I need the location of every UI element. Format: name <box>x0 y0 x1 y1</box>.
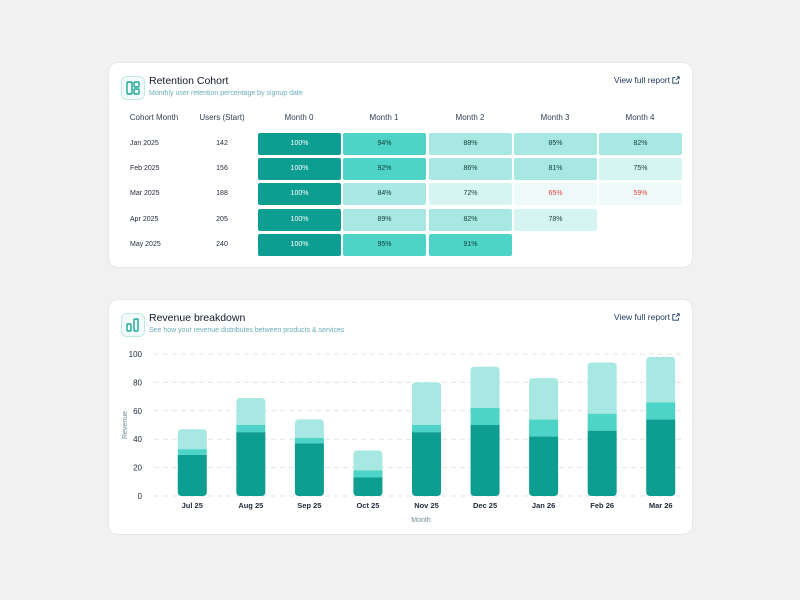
bar-chart-icon <box>121 313 145 337</box>
bar-segment-top <box>412 382 441 425</box>
cohort-month-label: Apr 2025 <box>130 216 159 223</box>
x-tick-label: Mar 26 <box>649 501 673 510</box>
retention-cell: 59% <box>599 183 682 205</box>
retention-cell: 65% <box>514 183 597 205</box>
cohort-header-6: Month 4 <box>625 113 655 122</box>
x-tick-label: Aug 25 <box>238 501 263 510</box>
bar-segment-top <box>236 398 266 425</box>
revenue-breakdown-card: Revenue breakdown See how your revenue d… <box>108 299 693 535</box>
cohort-header-4: Month 2 <box>455 113 485 122</box>
bar-segment-middle <box>412 425 441 433</box>
revenue-view-report-link[interactable]: View full report <box>614 312 680 322</box>
bar-segment-top <box>177 429 207 450</box>
cohort-users-value: 240 <box>216 241 228 248</box>
cohort-month-label: Jan 2025 <box>130 140 159 147</box>
cohort-month-label: May 2025 <box>130 241 161 248</box>
retention-cell: 89% <box>343 209 426 231</box>
bar-segment-middle <box>294 437 324 444</box>
bar-segment-base <box>177 454 207 496</box>
cohort-month-label: Feb 2025 <box>130 165 160 172</box>
bar-segment-top <box>529 378 559 420</box>
retention-cell: 95% <box>343 234 426 256</box>
retention-title: Retention Cohort <box>149 75 229 87</box>
bar-segment-middle <box>587 413 617 431</box>
cohort-month-label: Mar 2025 <box>130 190 160 197</box>
retention-cohort-card: Retention Cohort Monthly user retention … <box>108 62 693 268</box>
revenue-chart: 0 20 40 60 80 100 Revenue Month Jul 25 Aug 25 Sep … <box>122 350 681 524</box>
y-tick-label: 60 <box>133 407 142 416</box>
x-tick-label: Dec 25 <box>473 501 497 510</box>
bar-segment-middle <box>177 449 207 455</box>
retention-cell: 81% <box>514 158 597 180</box>
bar-segment-middle <box>646 402 676 420</box>
retention-cell: 78% <box>514 209 597 231</box>
bar-segment-top <box>294 419 324 438</box>
retention-cell: 100% <box>258 133 341 155</box>
retention-cell: 100% <box>258 234 341 256</box>
retention-cell: 84% <box>343 183 426 205</box>
retention-cell: 92% <box>343 158 426 180</box>
y-tick-label: 80 <box>133 378 142 387</box>
revenue-title: Revenue breakdown <box>149 312 246 324</box>
y-tick-label: 100 <box>129 350 143 359</box>
cohort-grid-icon <box>121 76 145 100</box>
cohort-header-3: Month 1 <box>369 113 399 122</box>
bar-segment-base <box>353 477 383 496</box>
bar-segment-base <box>646 419 676 496</box>
retention-cell: 75% <box>599 158 682 180</box>
bar-segment-top <box>587 362 617 414</box>
cohort-users-value: 142 <box>216 140 228 147</box>
retention-cell: 82% <box>599 133 682 155</box>
retention-cell: 86% <box>429 158 512 180</box>
external-link-icon <box>672 313 680 321</box>
bar-segment-base <box>470 425 500 496</box>
bar-segment-base <box>412 432 441 496</box>
cohort-header-1: Users (Start) <box>199 113 245 122</box>
x-axis-label: Month <box>411 517 431 524</box>
cohort-users-value: 205 <box>216 216 228 223</box>
x-tick-label: Nov 25 <box>414 501 439 510</box>
retention-subtitle: Monthly user retention percentage by sig… <box>149 90 303 97</box>
y-axis-label: Revenue <box>122 411 129 439</box>
retention-view-report-label: View full report <box>613 75 670 85</box>
revenue-view-report-label: View full report <box>613 312 670 322</box>
retention-view-report-link[interactable]: View full report <box>614 75 680 85</box>
retention-cell: 72% <box>429 183 512 205</box>
bar-segment-middle <box>529 419 559 437</box>
x-tick-label: Oct 25 <box>356 501 379 510</box>
bar-segment-base <box>236 432 266 496</box>
retention-cell: 82% <box>429 209 512 231</box>
retention-cell: 85% <box>514 133 597 155</box>
bar-segment-middle <box>353 470 383 478</box>
retention-cell: 100% <box>258 158 341 180</box>
retention-cell: 91% <box>429 234 512 256</box>
y-tick-label: 40 <box>133 435 142 444</box>
cohort-header-0: Cohort Month <box>129 113 179 122</box>
bar-segment-top <box>646 356 676 403</box>
cohort-header-2: Month 0 <box>284 113 314 122</box>
y-tick-label: 0 <box>138 492 143 501</box>
x-tick-label: Jan 26 <box>532 501 555 510</box>
x-tick-label: Jul 25 <box>182 501 203 510</box>
bar-segment-base <box>294 443 324 496</box>
external-link-icon <box>672 76 680 84</box>
y-tick-label: 20 <box>133 464 142 473</box>
bar-segment-middle <box>470 407 500 425</box>
bar-segment-base <box>587 430 617 496</box>
retention-cell: 94% <box>343 133 426 155</box>
retention-cell: 100% <box>258 209 341 231</box>
bar-segment-top <box>470 366 500 408</box>
x-tick-label: Sep 25 <box>297 501 321 510</box>
x-tick-label: Feb 26 <box>590 501 614 510</box>
revenue-subtitle: See how your revenue distributes between… <box>149 327 345 334</box>
cohort-header-5: Month 3 <box>540 113 570 122</box>
retention-cell: 88% <box>429 133 512 155</box>
retention-cell: 100% <box>258 183 341 205</box>
cohort-users-value: 188 <box>216 190 228 197</box>
bar-segment-middle <box>236 425 266 433</box>
bar-segment-base <box>529 436 559 496</box>
bar-segment-top <box>353 450 383 471</box>
cohort-users-value: 156 <box>216 165 228 172</box>
